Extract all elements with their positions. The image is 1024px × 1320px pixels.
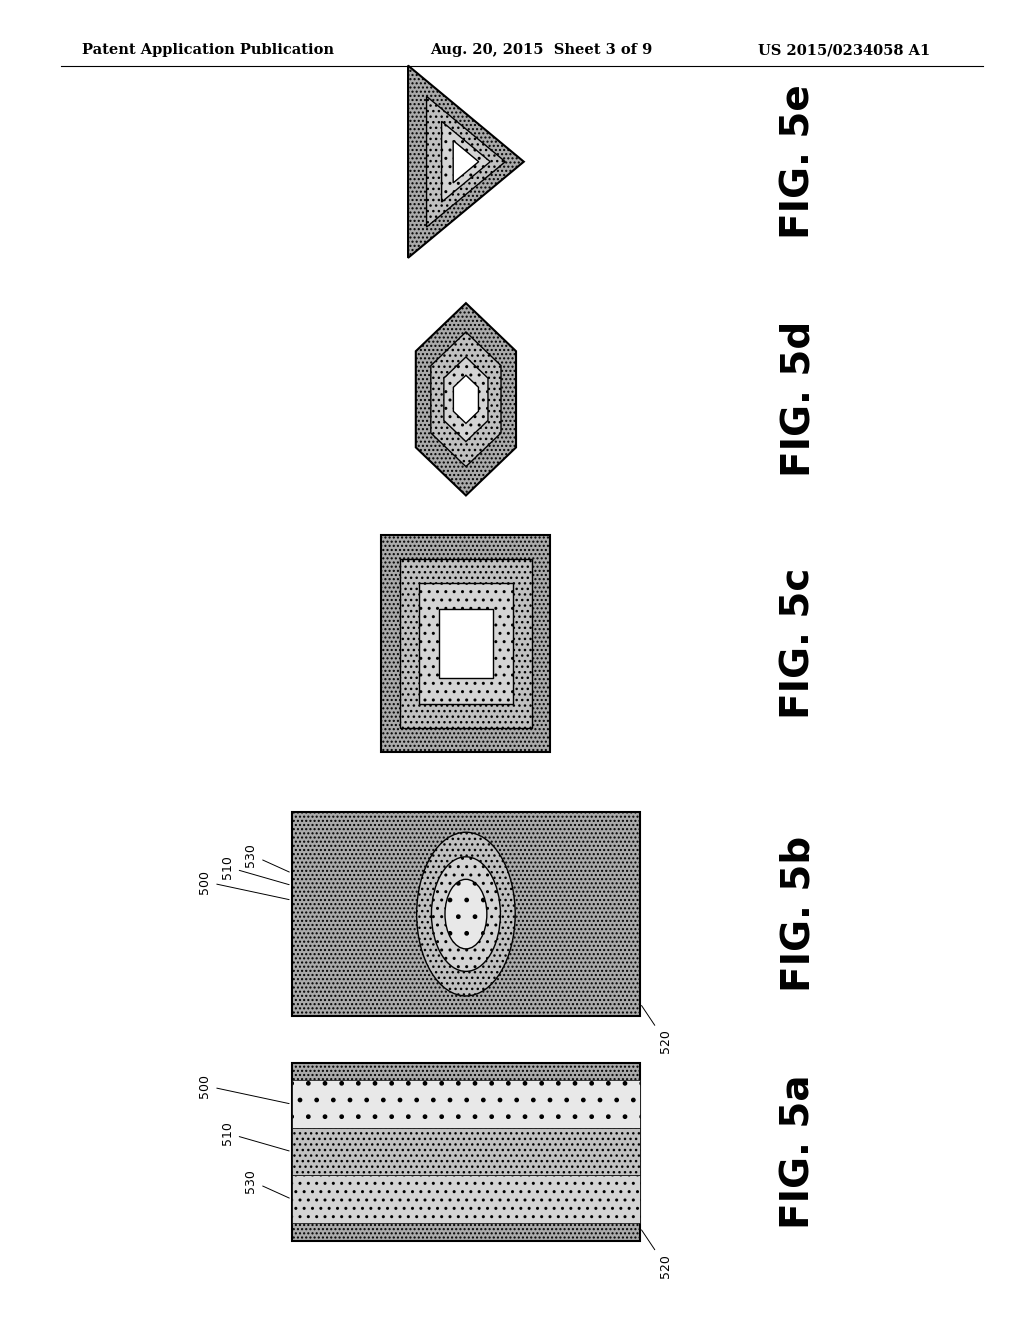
Bar [292, 1080, 640, 1127]
Bar [292, 1175, 640, 1222]
Text: FIG. 5a: FIG. 5a [779, 1074, 818, 1229]
Text: FIG. 5d: FIG. 5d [779, 321, 818, 478]
Polygon shape [454, 140, 478, 183]
Bar [400, 558, 531, 729]
Text: US 2015/0234058 A1: US 2015/0234058 A1 [758, 44, 930, 57]
Bar [292, 1127, 640, 1175]
Text: FIG. 5c: FIG. 5c [779, 568, 818, 719]
Text: 520: 520 [642, 1006, 672, 1053]
Polygon shape [441, 121, 490, 202]
Text: 520: 520 [642, 1230, 672, 1278]
Text: 530: 530 [245, 1168, 290, 1199]
Ellipse shape [431, 857, 501, 972]
Text: 500: 500 [199, 1073, 289, 1104]
Polygon shape [431, 333, 501, 466]
Text: Aug. 20, 2015  Sheet 3 of 9: Aug. 20, 2015 Sheet 3 of 9 [430, 44, 652, 57]
Text: 510: 510 [221, 1121, 289, 1151]
Text: 500: 500 [199, 870, 289, 900]
Bar [439, 609, 493, 678]
Text: 510: 510 [221, 855, 289, 884]
Ellipse shape [417, 833, 515, 997]
Text: Patent Application Publication: Patent Application Publication [82, 44, 334, 57]
Polygon shape [427, 96, 505, 227]
Bar [381, 535, 551, 752]
Bar [292, 1063, 640, 1241]
Text: FIG. 5e: FIG. 5e [779, 84, 818, 239]
Text: 530: 530 [245, 842, 290, 873]
Ellipse shape [445, 879, 486, 949]
Polygon shape [443, 356, 488, 442]
Polygon shape [416, 304, 516, 495]
Bar [419, 582, 513, 705]
Bar [292, 812, 640, 1016]
Text: FIG. 5b: FIG. 5b [779, 836, 818, 993]
Polygon shape [408, 66, 524, 257]
Polygon shape [454, 375, 478, 424]
